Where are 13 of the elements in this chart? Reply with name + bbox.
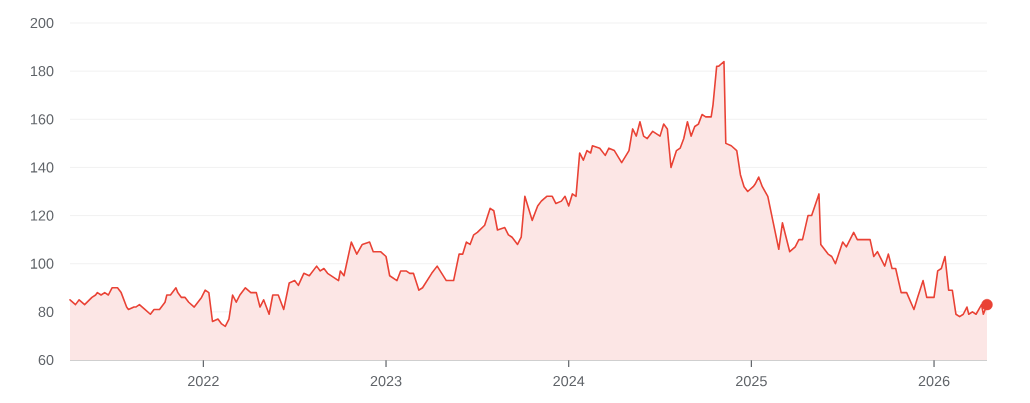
x-tick-label: 2023: [370, 376, 402, 387]
x-tick-label: 2026: [918, 376, 950, 387]
x-tick-label: 2024: [553, 376, 585, 387]
y-tick-label: 60: [38, 354, 54, 366]
y-tick-label: 80: [38, 306, 54, 317]
y-tick-label: 160: [30, 114, 54, 125]
y-tick-label: 100: [30, 258, 54, 269]
y-tick-label: 200: [30, 17, 54, 29]
y-tick-label: 120: [30, 210, 54, 221]
y-tick-label: 140: [30, 162, 54, 173]
x-tick-label: 2025: [736, 376, 767, 387]
y-tick-label: 180: [30, 66, 54, 77]
x-tick-label: 2022: [188, 376, 219, 387]
